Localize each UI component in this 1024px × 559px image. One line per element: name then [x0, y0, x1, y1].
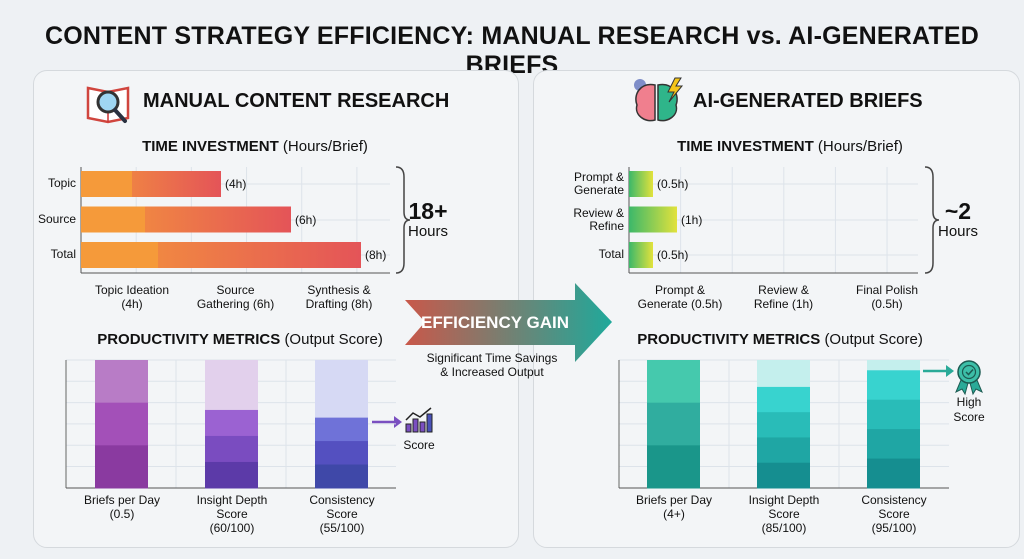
x-tick-label: Insight Depth Score (85/100) [748, 493, 820, 535]
score-label: Score [403, 438, 435, 452]
x-tick-label: Briefs per Day (0.5) [83, 493, 161, 521]
brain-gear-lightning-icon [634, 77, 684, 122]
score-chart-icon [372, 407, 433, 433]
manual-total-hours: 18+ [408, 198, 448, 224]
x-tick-label: Briefs per Day (4+) [635, 493, 713, 521]
ai-heading: AI-GENERATED BRIEFS [693, 90, 923, 112]
bar-background [757, 360, 810, 387]
category-label: Prompt & Generate [573, 170, 624, 197]
manual-productivity-title: PRODUCTIVITY METRICS (Output Score) [97, 331, 383, 348]
bar-segment [867, 429, 920, 460]
ai-total-hours: ~2 [944, 198, 972, 224]
x-tick-label: Review & Refine (1h) [753, 283, 814, 311]
efficiency-gain-arrow [405, 283, 612, 362]
bar-background [315, 360, 368, 418]
bar-segment [757, 437, 810, 464]
bar-segment [315, 464, 368, 489]
x-tick-label: Consistency Score (55/100) [309, 493, 375, 535]
bar-segment [205, 461, 258, 489]
bar-segment [205, 435, 258, 463]
bar-segment [647, 360, 700, 404]
bar-segment [867, 458, 920, 489]
bar-segment [757, 386, 810, 413]
bar [629, 206, 677, 233]
bar-background [867, 360, 920, 371]
value-label: (0.5h) [657, 248, 689, 262]
bar-segment [867, 399, 920, 430]
ai-total-unit: Hours [937, 223, 978, 240]
award-ribbon-icon [923, 360, 983, 396]
bar-segment [95, 445, 148, 489]
manual-total-unit: Hours [407, 223, 448, 240]
x-tick-label: Consistency Score (95/100) [861, 493, 927, 535]
bar-segment [647, 445, 700, 489]
bar-segment [81, 242, 158, 268]
x-tick-label: Synthesis & Drafting (8h) [305, 283, 373, 311]
bar-segment [867, 370, 920, 401]
bar [629, 242, 653, 268]
bar-segment [81, 171, 132, 197]
ai-time-title: TIME INVESTMENT (Hours/Brief) [677, 138, 903, 155]
bar-segment [205, 409, 258, 437]
brace-manual [395, 166, 411, 274]
bar-segment [757, 412, 810, 438]
category-label: Review & Refine [573, 205, 624, 233]
bar [629, 171, 653, 197]
bar-segment [757, 462, 810, 489]
category-label: Total [50, 247, 76, 261]
value-label: (6h) [295, 212, 317, 227]
bar-segment [95, 360, 148, 404]
value-label: (4h) [225, 177, 247, 191]
value-label: (0.5h) [657, 177, 689, 191]
bar-segment [315, 441, 368, 466]
bar-segment [315, 417, 368, 442]
value-label: (8h) [365, 248, 387, 262]
x-tick-label: Prompt & Generate (0.5h) [637, 283, 723, 311]
bar-segment [81, 206, 145, 233]
ai-productivity-title: PRODUCTIVITY METRICS (Output Score) [637, 331, 923, 348]
x-tick-label: Insight Depth Score (60/100) [196, 493, 268, 535]
book-magnifier-icon [86, 86, 130, 124]
bar-segment [647, 402, 700, 446]
bar-background [205, 360, 258, 410]
category-label: Topic [47, 176, 76, 190]
x-tick-label: Source Gathering (6h) [196, 283, 275, 311]
category-label: Source [37, 211, 76, 226]
bar-segment [95, 402, 148, 446]
efficiency-subtext: Significant Time Savings & Increased Outp… [426, 351, 558, 379]
manual-heading: MANUAL CONTENT RESEARCH [143, 90, 450, 112]
efficiency-gain-label: EFFICIENCY GAIN [421, 313, 569, 332]
x-tick-label: Final Polish (0.5h) [855, 283, 919, 311]
brace-ai [924, 166, 940, 274]
manual-time-title: TIME INVESTMENT (Hours/Brief) [142, 138, 368, 155]
x-tick-label: Topic Ideation (4h) [94, 283, 170, 311]
value-label: (1h) [681, 212, 703, 227]
category-label: Total [598, 247, 624, 261]
page-title: CONTENT STRATEGY EFFICIENCY: MANUAL RESE… [44, 22, 979, 79]
high-score-label: High Score [953, 395, 985, 424]
